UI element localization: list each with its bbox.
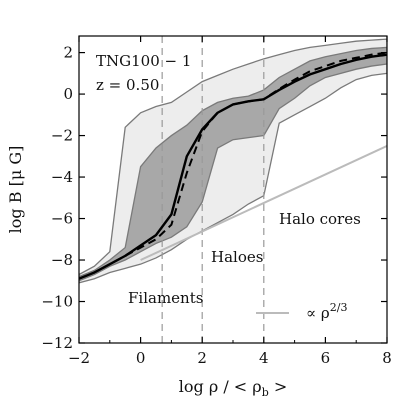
region-label-haloes: Haloes <box>211 248 263 266</box>
axis-ticks: −2 0 2 4 6 8 −12 −10 −8 −6 −4 −2 0 2 <box>41 36 392 367</box>
y-tick-label-0: −12 <box>41 334 73 352</box>
band-inner <box>79 46 387 282</box>
x-tick-label-1: 0 <box>136 349 146 367</box>
data-lines <box>79 51 387 280</box>
x-tick-label-0: −2 <box>68 349 90 367</box>
simulation-label: TNG100 − 1 <box>96 52 191 70</box>
y-tick-label-5: −2 <box>51 127 73 145</box>
confidence-bands <box>79 38 387 284</box>
y-tick-label-6: 0 <box>63 85 73 103</box>
legend-label-reference: ∝ ρ2/3 <box>306 301 347 322</box>
y-tick-label-7: 2 <box>63 44 73 62</box>
redshift-label: z = 0.50 <box>96 76 159 94</box>
x-tick-label-2: 2 <box>197 349 207 367</box>
x-axis-label: log ρ / < ρb > <box>179 377 288 399</box>
x-tick-label-5: 8 <box>382 349 392 367</box>
x-tick-label-4: 6 <box>321 349 331 367</box>
y-tick-label-3: −6 <box>51 210 73 228</box>
region-divider-lines <box>161 36 265 343</box>
reference-line <box>140 145 387 261</box>
region-label-filaments: Filaments <box>128 289 203 307</box>
x-tick-label-3: 4 <box>259 349 269 367</box>
region-label-halo-cores: Halo cores <box>279 210 361 228</box>
y-tick-label-1: −10 <box>41 293 73 311</box>
y-tick-label-2: −8 <box>51 251 73 269</box>
y-axis-label: log B [μ G] <box>6 146 25 234</box>
mean-line <box>79 51 387 280</box>
y-tick-label-4: −4 <box>51 168 73 186</box>
